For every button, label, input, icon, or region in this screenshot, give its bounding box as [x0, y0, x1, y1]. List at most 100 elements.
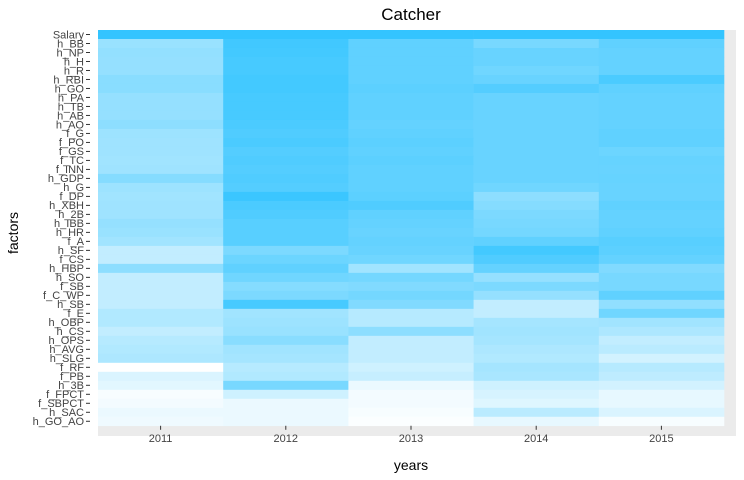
heatmap-cell — [348, 380, 474, 391]
heatmap-cell — [348, 371, 474, 382]
heatmap-cell — [98, 218, 224, 229]
y-axis-tick-labels: Salaryh_BBh_NPh_Hh_Rh_RBIh_GOh_PAh_TBh_A… — [33, 29, 90, 428]
y-tick-label: h_R — [64, 65, 84, 77]
heatmap-cell — [223, 281, 349, 292]
y-tick-label: f_RF — [60, 362, 84, 374]
heatmap-cell — [598, 182, 725, 193]
heatmap-cell — [348, 38, 474, 49]
heatmap-cell — [98, 317, 224, 328]
heatmap-cell — [223, 110, 349, 121]
y-tick-label: h_HBP — [49, 263, 84, 275]
heatmap-cell — [473, 236, 600, 247]
heatmap-cell — [473, 155, 600, 166]
y-tick-label: h_OBP — [49, 317, 84, 329]
heatmap-cell — [598, 227, 725, 238]
heatmap-cell — [473, 137, 600, 148]
y-tick-label: h_SB — [57, 299, 84, 311]
heatmap-cell — [598, 317, 725, 328]
heatmap-cell — [348, 389, 474, 400]
heatmap-cell — [598, 236, 725, 247]
heatmap-cell — [473, 362, 600, 373]
heatmap-cell — [98, 92, 224, 103]
heatmap-cell — [348, 209, 474, 220]
heatmap-cell — [98, 38, 224, 49]
heatmap-cell — [348, 92, 474, 103]
heatmap-cell — [223, 398, 349, 409]
y-tick-label: h_XBH — [49, 200, 84, 212]
chart-title: Catcher — [381, 5, 441, 24]
y-tick-label: f_FPCT — [46, 389, 84, 401]
y-tick-label: h_G — [63, 182, 84, 194]
heatmap-cell — [598, 200, 725, 211]
y-tick-label: h_OPS — [49, 335, 84, 347]
heatmap-cell — [223, 335, 349, 346]
heatmap-cell — [98, 281, 224, 292]
heatmap-cell — [598, 128, 725, 139]
heatmap-cell — [98, 56, 224, 67]
heatmap-cell — [98, 254, 224, 265]
heatmap-cell — [98, 344, 224, 355]
heatmap-cell — [598, 407, 725, 418]
heatmap-cell — [473, 164, 600, 175]
y-tick-label: f_A — [67, 236, 84, 248]
y-tick-label: f_G — [66, 128, 84, 140]
heatmap-cell — [98, 308, 224, 319]
heatmap-cell — [473, 380, 600, 391]
y-tick-label: f_CS — [60, 254, 84, 266]
heatmap-cell — [98, 245, 224, 256]
heatmap-cell — [223, 362, 349, 373]
heatmap-cell — [473, 263, 600, 274]
y-tick-label: h_NP — [56, 47, 84, 59]
heatmap-cell — [473, 173, 600, 184]
heatmap-cell — [223, 326, 349, 337]
heatmap-cell — [98, 335, 224, 346]
heatmap-cell — [598, 416, 725, 427]
y-tick-label: h_GO_AO — [33, 416, 85, 428]
heatmap-cell — [223, 182, 349, 193]
y-tick-label: h_2B — [58, 209, 84, 221]
heatmap-cell — [98, 182, 224, 193]
heatmap-cell — [98, 110, 224, 121]
heatmap-cell — [598, 30, 725, 40]
heatmap-cell — [98, 65, 224, 76]
heatmap-cell — [98, 191, 224, 202]
heatmap-cell — [348, 281, 474, 292]
heatmap-cell — [473, 182, 600, 193]
heatmap-cell — [473, 254, 600, 265]
heatmap-cell — [223, 164, 349, 175]
heatmap-cell — [223, 200, 349, 211]
heatmap-cell — [98, 146, 224, 157]
heatmap-cell — [598, 74, 725, 85]
heatmap-cell — [348, 74, 474, 85]
heatmap-cell — [223, 47, 349, 58]
heatmap-cell — [348, 47, 474, 58]
heatmap-cell — [223, 38, 349, 49]
heatmap-cell — [348, 173, 474, 184]
heatmap-cell — [473, 146, 600, 157]
heatmap-cell — [473, 371, 600, 382]
y-tick-label: h_IBB — [54, 218, 84, 230]
heatmap-cell — [223, 74, 349, 85]
heatmap-cell — [598, 344, 725, 355]
heatmap-cell — [473, 353, 600, 364]
heatmap-cell — [223, 272, 349, 283]
heatmap-cell — [223, 407, 349, 418]
heatmap-cell — [98, 398, 224, 409]
heatmap-cell — [98, 173, 224, 184]
y-tick-label: h_SLG — [50, 353, 84, 365]
heatmap-cell — [98, 326, 224, 337]
heatmap-cell — [473, 200, 600, 211]
heatmap-cell — [348, 164, 474, 175]
heatmap-cell — [598, 254, 725, 265]
heatmap-cell — [223, 128, 349, 139]
heatmap-cell — [223, 155, 349, 166]
heatmap-cell — [98, 371, 224, 382]
heatmap-cell — [598, 263, 725, 274]
heatmap-cell — [598, 146, 725, 157]
heatmap-cell — [98, 272, 224, 283]
heatmap-cell — [98, 389, 224, 400]
heatmap-cell — [598, 65, 725, 76]
heatmap-cell — [473, 65, 600, 76]
heatmap-cell — [473, 245, 600, 256]
